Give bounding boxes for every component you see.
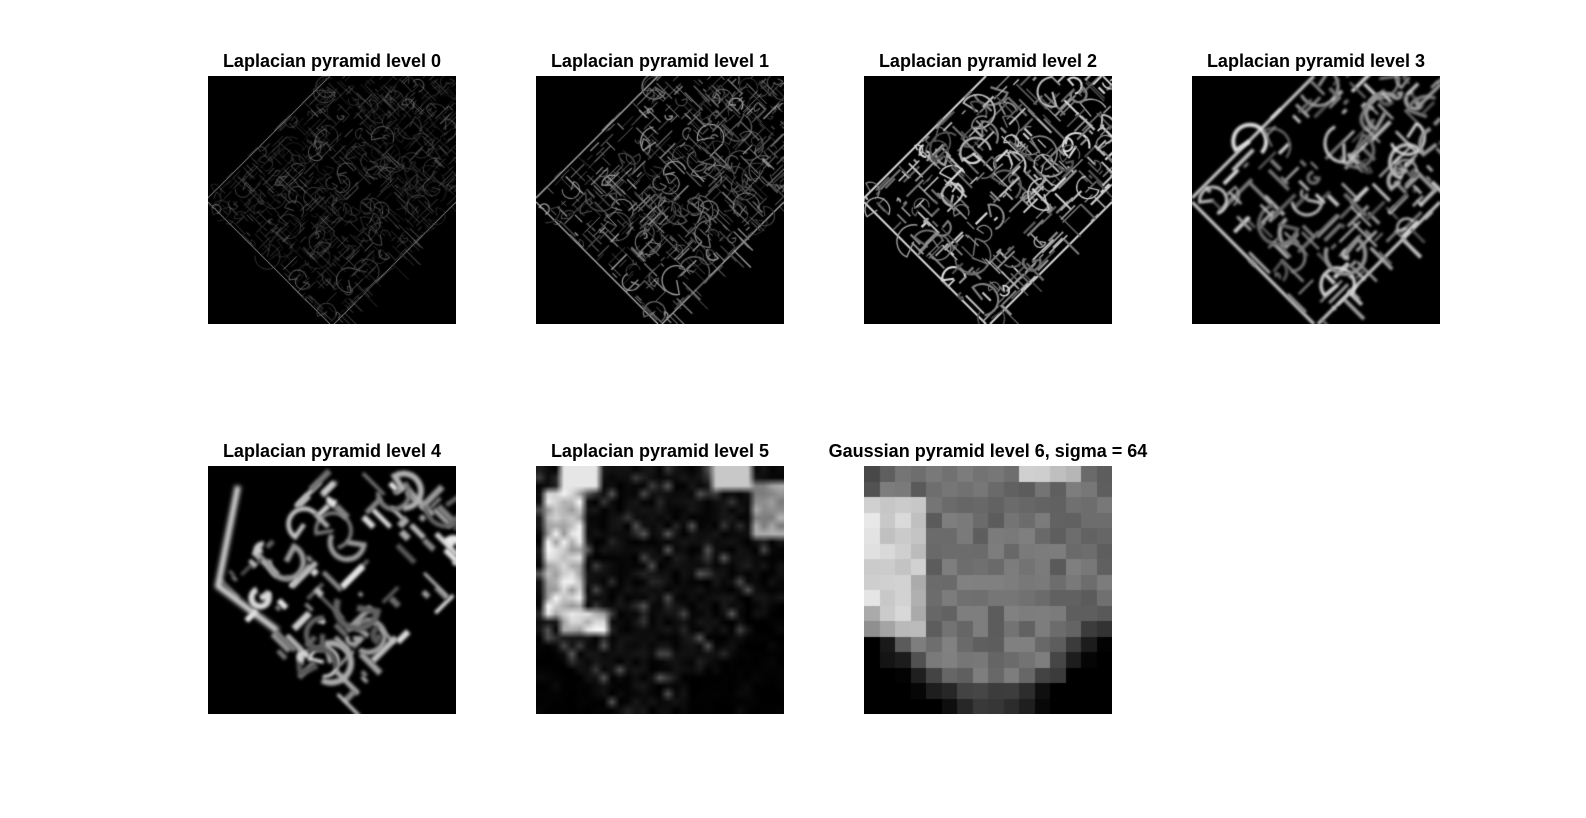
panel-title: Gaussian pyramid level 6, sigma = 64 [828, 441, 1148, 461]
laplacian-level-5-image [536, 466, 784, 714]
panel-title: Laplacian pyramid level 3 [1206, 51, 1426, 71]
laplacian-level-3-image [1192, 76, 1440, 324]
panel-title: Laplacian pyramid level 5 [550, 441, 770, 461]
panel-title: Laplacian pyramid level 4 [222, 441, 442, 461]
laplacian-level-0-image [208, 76, 456, 324]
panel-title: Laplacian pyramid level 1 [550, 51, 770, 71]
panel-title: Laplacian pyramid level 0 [222, 51, 442, 71]
panel-title: Laplacian pyramid level 2 [878, 51, 1098, 71]
laplacian-level-4-image [208, 466, 456, 714]
laplacian-level-1-image [536, 76, 784, 324]
laplacian-level-2-image [864, 76, 1112, 324]
gaussian-level-6-image [864, 466, 1112, 714]
